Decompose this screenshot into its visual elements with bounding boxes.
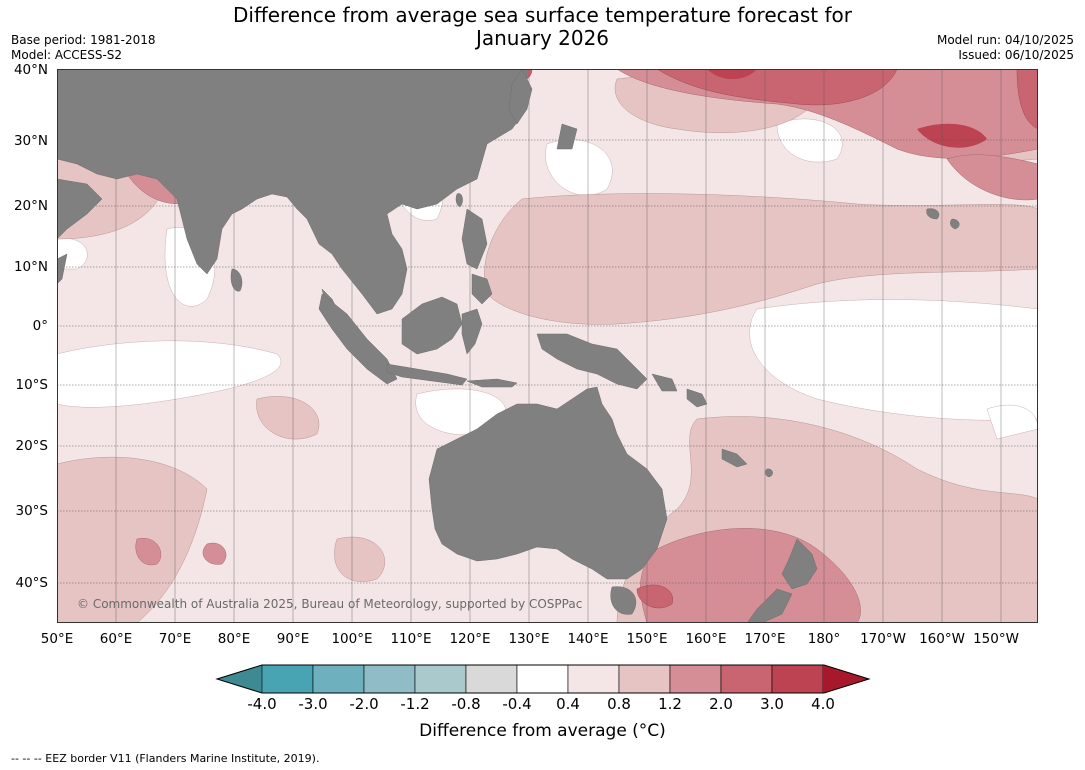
base-period: Base period: 1981-2018 xyxy=(11,33,156,47)
colorbar-outline xyxy=(215,664,871,694)
lat-label-equator: 0° xyxy=(32,318,48,334)
colorbar-swatch xyxy=(618,664,671,694)
anomaly-3.0-4.0 xyxy=(707,69,987,148)
lon-label-170w: 170°W xyxy=(860,631,906,647)
lon-label-110e: 110°E xyxy=(390,631,432,647)
colorbar-tick-0: -4.0 xyxy=(247,695,277,713)
lat-label-20n: 20°N xyxy=(13,198,48,214)
colorbar-tick-3: -1.2 xyxy=(400,695,430,713)
lat-label-20s: 20°S xyxy=(15,438,49,454)
map-canvas xyxy=(57,69,1038,623)
lon-label-50e: 50°E xyxy=(40,631,74,647)
lon-label-60e: 60°E xyxy=(99,631,133,647)
lon-label-130e: 130°E xyxy=(508,631,550,647)
eez-legend-note: -- -- -- EEZ border V11 (Flanders Marine… xyxy=(11,752,320,765)
colorbar-swatch xyxy=(720,664,773,694)
lon-label-90e: 90°E xyxy=(276,631,310,647)
colorbar-tick-5: -0.4 xyxy=(502,695,532,713)
meta-right: Model run: 04/10/2025 Issued: 06/10/2025 xyxy=(937,33,1074,63)
colorbar-arrow-high xyxy=(823,665,869,693)
map-border xyxy=(57,69,1038,623)
lon-label-70e: 70°E xyxy=(158,631,192,647)
model-run: Model run: 04/10/2025 xyxy=(936,33,1074,47)
colorbar-swatch xyxy=(771,664,824,694)
copyright-notice: © Commonwealth of Australia 2025, Bureau… xyxy=(77,597,583,611)
lat-label-10n: 10°N xyxy=(13,259,48,275)
colorbar-arrow-low xyxy=(217,665,262,693)
lon-label-150w: 150°W xyxy=(973,631,1019,647)
lon-label-160e: 160°E xyxy=(685,631,727,647)
lat-label-10s: 10°S xyxy=(15,377,49,393)
colorbar-swatch xyxy=(465,664,518,694)
lon-label-80e: 80°E xyxy=(217,631,251,647)
colorbar-tick-7: 0.8 xyxy=(607,695,631,713)
meta-left: Base period: 1981-2018 Model: ACCESS-S2 xyxy=(11,33,156,63)
colorbar-tick-11: 4.0 xyxy=(811,695,835,713)
issued-date: Issued: 06/10/2025 xyxy=(958,48,1074,62)
map-title: Difference from average sea surface temp… xyxy=(0,4,1085,50)
colorbar-swatch xyxy=(669,664,722,694)
colorbar-swatch xyxy=(261,664,314,694)
colorbar-tick-6: 0.4 xyxy=(556,695,580,713)
lat-label-30n: 30°N xyxy=(13,133,48,149)
lat-label-40s: 40°S xyxy=(15,575,49,591)
colorbar-tick-10: 3.0 xyxy=(760,695,784,713)
colorbar-label: Difference from average (°C) xyxy=(419,721,666,741)
lat-label-30s: 30°S xyxy=(15,503,49,519)
lon-label-140e: 140°E xyxy=(567,631,609,647)
colorbar-swatch xyxy=(414,664,467,694)
map-title-line2: January 2026 xyxy=(475,26,610,50)
lat-label-40n: 40°N xyxy=(13,62,48,78)
lon-label-180: 180° xyxy=(807,631,841,647)
colorbar xyxy=(215,664,871,694)
colorbar-swatch xyxy=(312,664,365,694)
colorbar-tick-9: 2.0 xyxy=(709,695,733,713)
colorbar-tick-1: -3.0 xyxy=(298,695,328,713)
colorbar-swatch xyxy=(516,664,569,694)
lon-label-150e: 150°E xyxy=(626,631,668,647)
lon-label-170e: 170°E xyxy=(744,631,786,647)
lon-label-100e: 100°E xyxy=(331,631,373,647)
colorbar-tick-2: -2.0 xyxy=(349,695,379,713)
model-name: Model: ACCESS-S2 xyxy=(11,48,123,62)
colorbar-swatch xyxy=(363,664,416,694)
colorbar-tick-4: -0.8 xyxy=(451,695,481,713)
sst-anomaly-map xyxy=(57,69,1038,623)
lon-label-160w: 160°W xyxy=(919,631,965,647)
colorbar-swatch xyxy=(567,664,620,694)
lon-label-120e: 120°E xyxy=(449,631,491,647)
map-title-line1: Difference from average sea surface temp… xyxy=(232,3,852,27)
colorbar-tick-8: 1.2 xyxy=(658,695,682,713)
land xyxy=(57,69,960,623)
colorbar-swatches xyxy=(217,664,869,694)
